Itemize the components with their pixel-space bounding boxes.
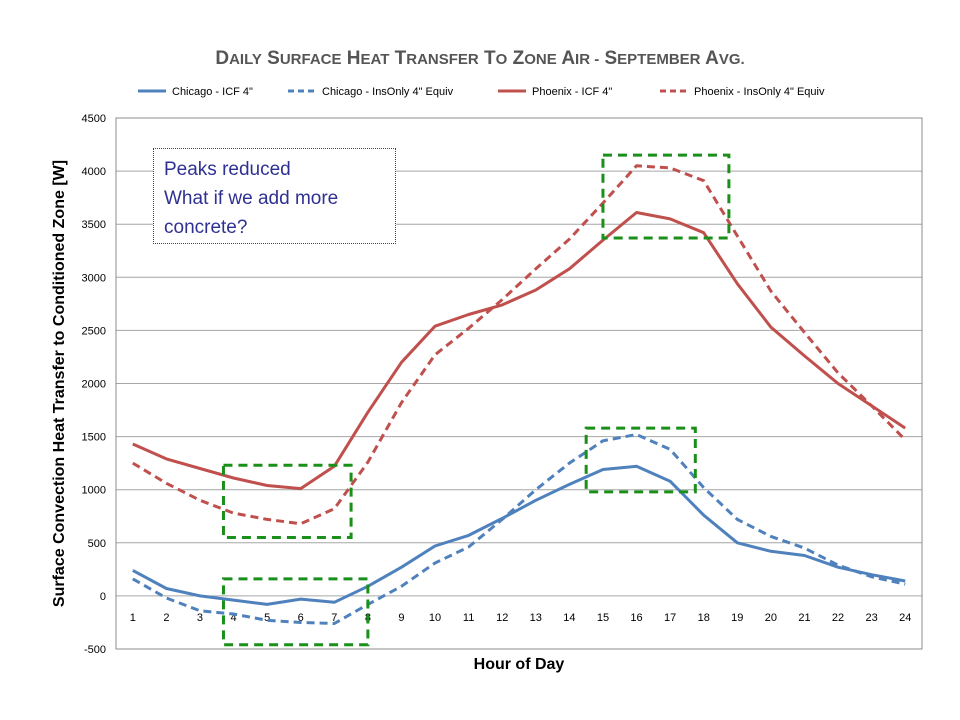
chart-title: DAILY SURFACE HEAT TRANSFER TO ZONE AIR … (215, 48, 744, 69)
highlight-box (221, 577, 370, 647)
legend-label: Chicago - InsOnly 4" Equiv (322, 86, 454, 98)
x-axis-title: Hour of Day (474, 656, 565, 673)
legend-label: Chicago - ICF 4" (172, 86, 253, 98)
y-tick-label: 0 (100, 591, 106, 603)
plot-area (115, 117, 923, 650)
y-tick-label: 2000 (82, 379, 106, 391)
annotation-line: concrete? (164, 217, 248, 238)
x-tick-label: 23 (866, 612, 878, 624)
x-tick-label: 1 (130, 612, 136, 624)
y-axis-title: Surface Convection Heat Transfer to Cond… (51, 160, 68, 607)
highlight-box (601, 153, 731, 240)
x-tick-label: 18 (698, 612, 710, 624)
x-tick-label: 3 (197, 612, 203, 624)
x-tick-label: 16 (630, 612, 642, 624)
x-tick-label: 17 (664, 612, 676, 624)
y-tick-label: 500 (88, 538, 106, 550)
x-tick-label: 21 (798, 612, 810, 624)
x-tick-label: 5 (264, 612, 270, 624)
legend-label: Phoenix - InsOnly 4" Equiv (694, 86, 825, 98)
x-tick-label: 6 (298, 612, 304, 624)
x-tick-label: 24 (899, 612, 911, 624)
x-tick-label: 12 (496, 612, 508, 624)
annotation-line: What if we add more (164, 188, 339, 209)
x-tick-label: 14 (563, 612, 575, 624)
y-tick-label: 4500 (82, 113, 106, 125)
gridlines (115, 117, 923, 650)
series-line (132, 433, 906, 625)
y-tick-label: 3000 (82, 272, 106, 284)
series-line (132, 211, 907, 491)
x-tick-label: 11 (463, 612, 474, 624)
x-tick-label: 20 (765, 612, 777, 624)
y-tick-label: 4000 (82, 166, 106, 178)
y-tick-label: 2500 (82, 325, 106, 337)
x-tick-label: 19 (731, 612, 743, 624)
series-line (132, 164, 907, 526)
y-tick-label: -500 (84, 644, 106, 656)
highlight-box (584, 426, 697, 494)
y-tick-label: 1000 (82, 485, 106, 497)
x-tick-label: 13 (530, 612, 542, 624)
series-line (132, 464, 906, 606)
y-axis-ticks: -500 0 500 1000 1500 2000 2500 3000 3500 4000 4500 (82, 113, 106, 656)
x-tick-label: 9 (398, 612, 404, 624)
chart-title-text: DAILY SURFACE HEAT TRANSFER TO ZONE AIR … (215, 48, 744, 69)
highlight-boxes (221, 153, 731, 647)
annotation-box: Peaks reduced What if we add more concre… (153, 148, 396, 244)
highlight-box (221, 463, 353, 539)
y-tick-label: 3500 (82, 219, 106, 231)
x-tick-label: 4 (230, 612, 236, 624)
x-tick-label: 2 (163, 612, 169, 624)
x-tick-label: 15 (597, 612, 609, 624)
x-tick-label: 7 (331, 612, 337, 624)
y-tick-label: 1500 (82, 432, 106, 444)
annotation-line: Peaks reduced (164, 159, 291, 180)
x-axis-ticks: 1 2 3 4 5 6 7 8 9 10 11 12 13 14 15 16 17 18 19 20 21 22 23 24 (130, 612, 912, 624)
series-lines (132, 164, 907, 625)
x-tick-label: 22 (832, 612, 844, 624)
x-tick-label: 10 (429, 612, 441, 624)
legend: Chicago - ICF 4" Chicago - InsOnly 4" Equ… (138, 86, 825, 98)
legend-label: Phoenix - ICF 4" (532, 86, 612, 98)
